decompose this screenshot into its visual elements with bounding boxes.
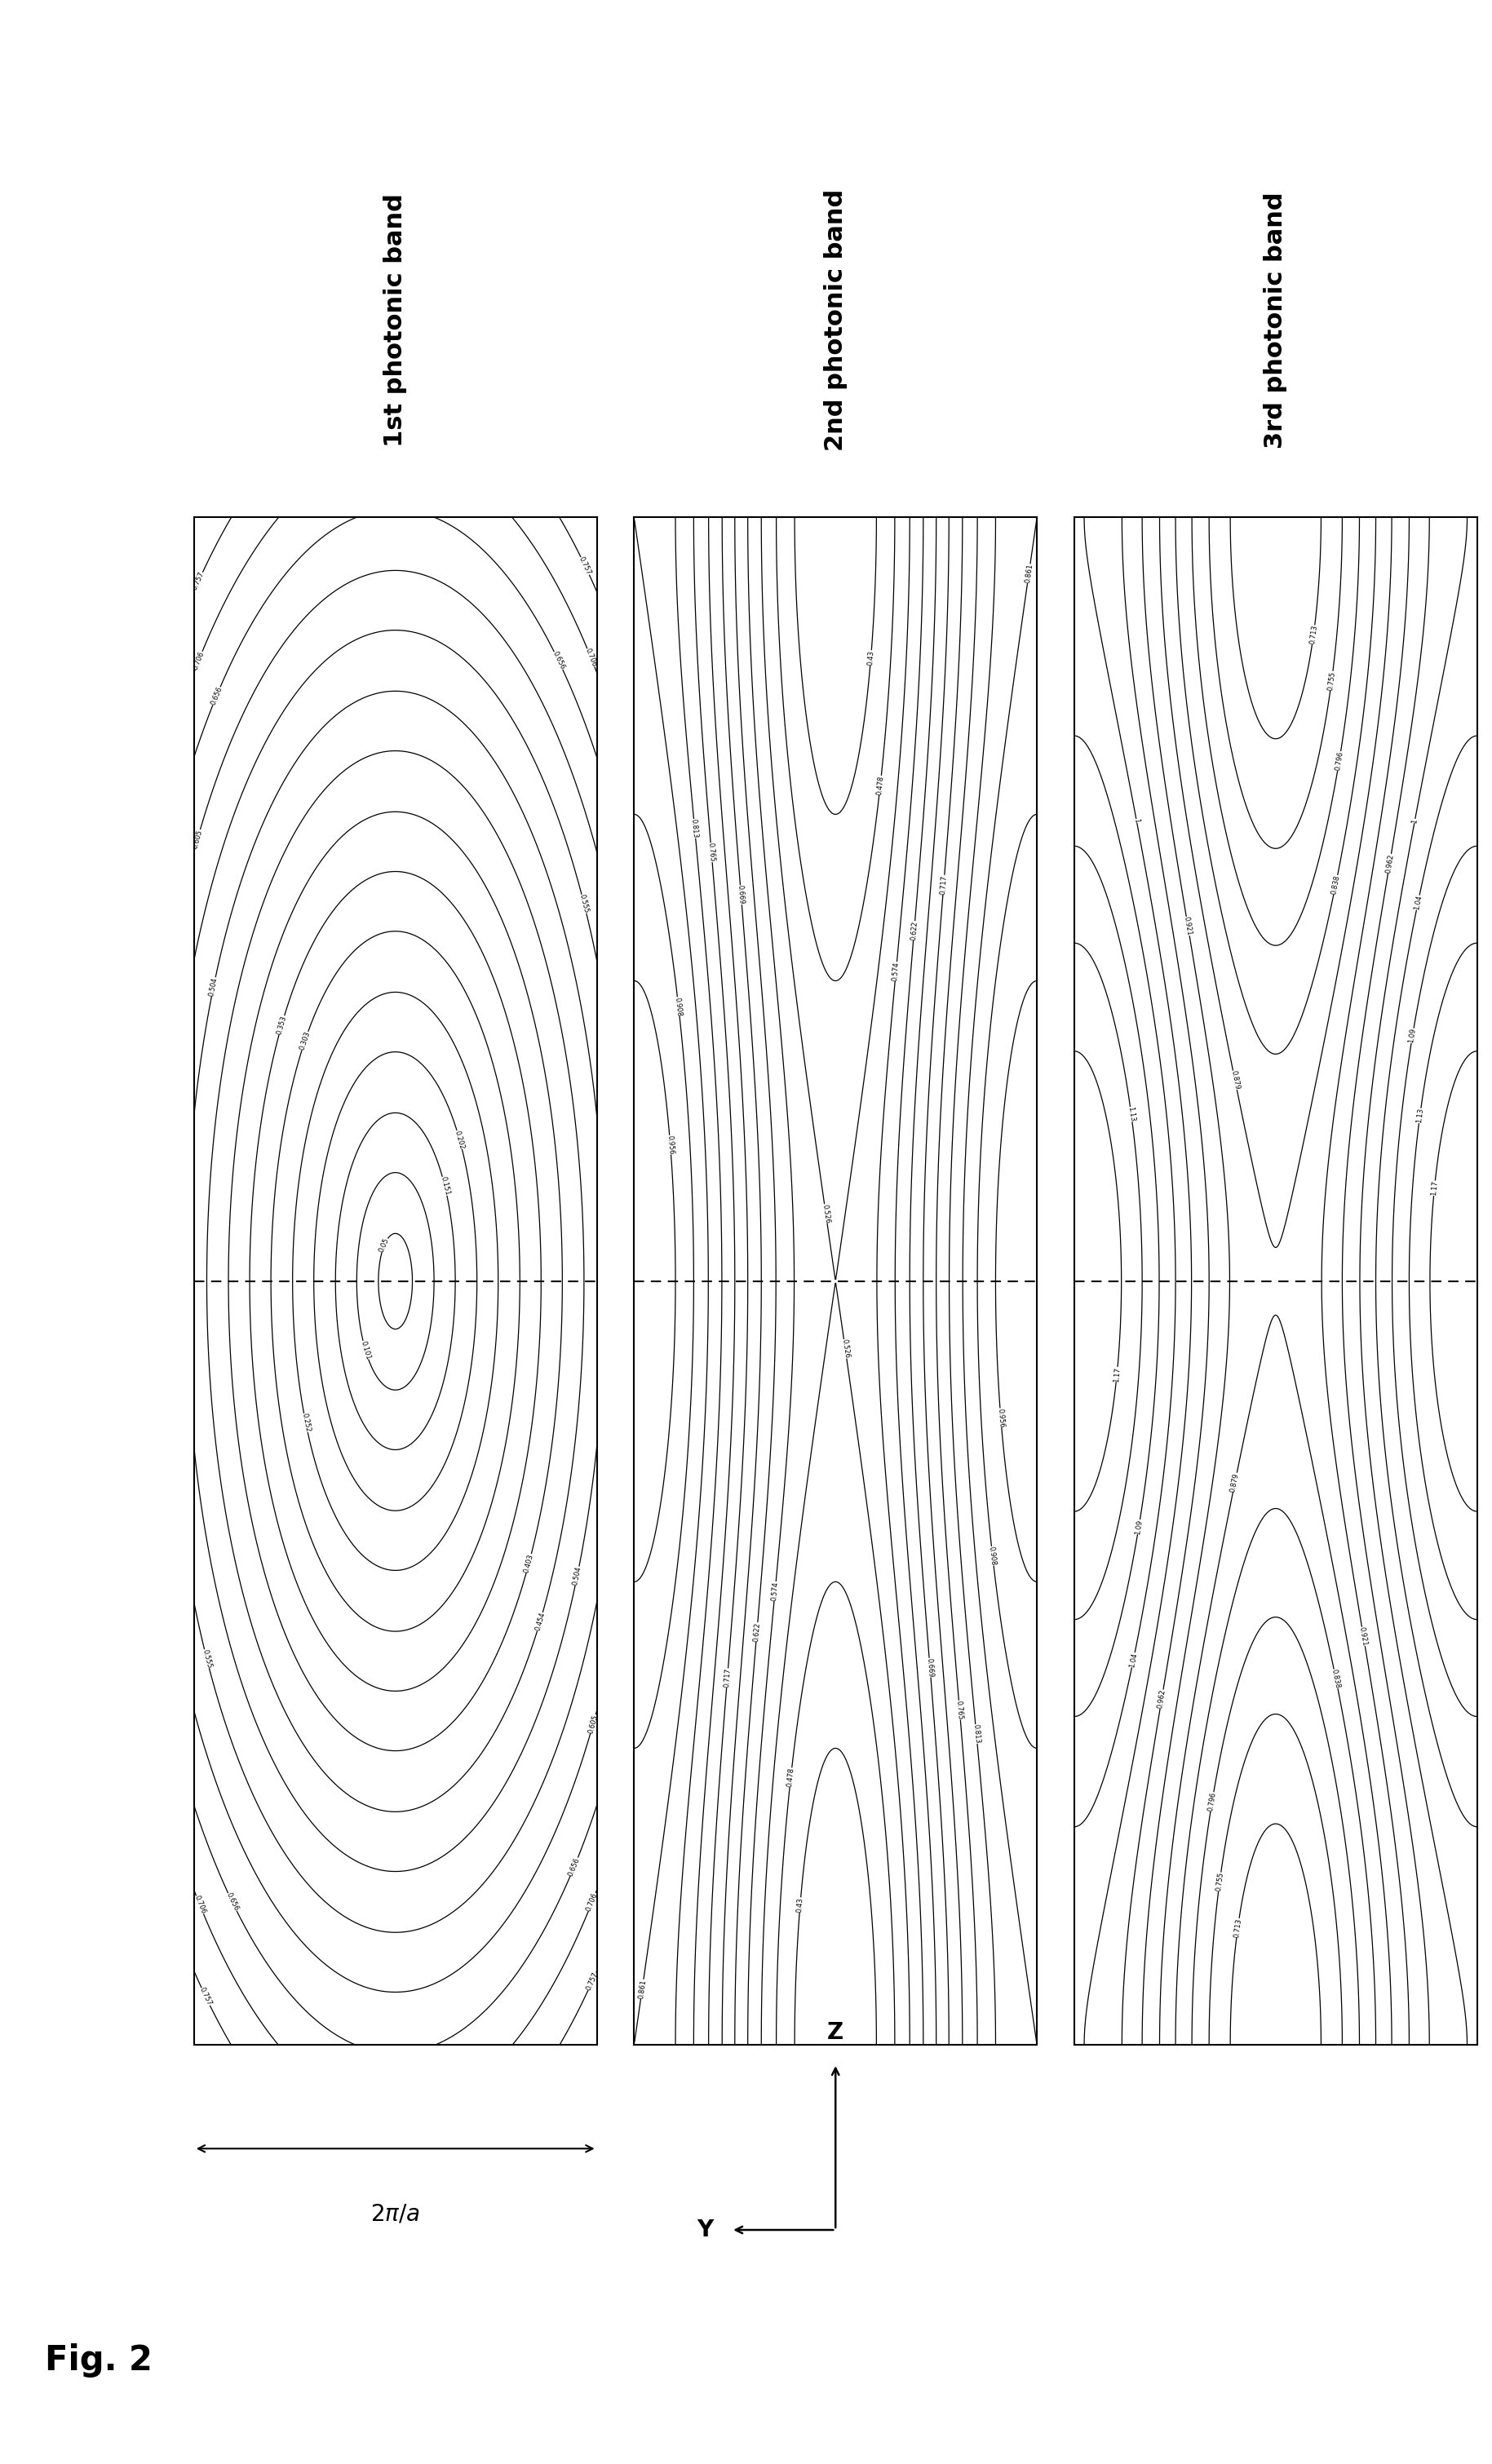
Text: 0.861: 0.861	[637, 1979, 648, 1998]
Text: 0.838: 0.838	[1331, 1668, 1341, 1690]
Text: 0.574: 0.574	[891, 961, 901, 981]
Text: 0.879: 0.879	[1229, 1471, 1240, 1493]
Text: 0.05: 0.05	[377, 1237, 391, 1254]
Text: 0.706: 0.706	[192, 1895, 207, 1915]
Text: 0.478: 0.478	[786, 1767, 795, 1786]
Text: Z: Z	[827, 2020, 844, 2045]
Text: 0.861: 0.861	[1024, 564, 1034, 584]
Text: 0.713: 0.713	[1232, 1917, 1243, 1939]
Text: 0.757: 0.757	[585, 1971, 600, 1991]
Text: 0.956: 0.956	[665, 1136, 674, 1156]
Text: 0.504: 0.504	[207, 976, 219, 998]
Text: 0.669: 0.669	[737, 885, 746, 904]
Text: 1.09: 1.09	[1407, 1027, 1417, 1045]
Text: 1.04: 1.04	[1128, 1651, 1138, 1668]
Text: 0.403: 0.403	[522, 1552, 536, 1574]
Text: 0.717: 0.717	[940, 875, 947, 894]
Text: 0.656: 0.656	[225, 1892, 240, 1912]
Text: 0.526: 0.526	[840, 1338, 850, 1360]
Text: 0.757: 0.757	[191, 572, 206, 591]
Text: 1: 1	[1411, 818, 1419, 823]
Text: 0.526: 0.526	[821, 1202, 831, 1225]
Text: 0.908: 0.908	[674, 995, 683, 1018]
Text: 0.765: 0.765	[707, 843, 716, 862]
Text: 0.879: 0.879	[1229, 1069, 1240, 1092]
Text: 3rd photonic band: 3rd photonic band	[1264, 192, 1288, 448]
Text: 0.755: 0.755	[1214, 1873, 1225, 1892]
Text: 0.303: 0.303	[298, 1030, 312, 1052]
Text: 0.706: 0.706	[191, 650, 206, 670]
Text: 0.656: 0.656	[551, 650, 565, 670]
Text: 1: 1	[1132, 818, 1140, 823]
Text: 0.574: 0.574	[770, 1582, 780, 1602]
Text: 0.706: 0.706	[585, 1892, 600, 1912]
Text: 1.09: 1.09	[1134, 1518, 1144, 1535]
Text: 0.755: 0.755	[1326, 670, 1337, 690]
Text: 0.151: 0.151	[439, 1175, 451, 1198]
Text: 0.504: 0.504	[571, 1565, 583, 1587]
Text: 0.921: 0.921	[1358, 1626, 1368, 1646]
Text: 1.13: 1.13	[1416, 1109, 1425, 1124]
Text: 0.765: 0.765	[955, 1700, 964, 1720]
Text: 0.838: 0.838	[1329, 875, 1341, 894]
Text: 0.962: 0.962	[1385, 853, 1395, 875]
Text: 0.454: 0.454	[534, 1611, 546, 1631]
Text: 0.478: 0.478	[876, 776, 885, 796]
Text: 0.921: 0.921	[1183, 917, 1194, 936]
Text: 0.669: 0.669	[925, 1658, 934, 1678]
Text: 0.656: 0.656	[567, 1855, 582, 1878]
Text: Y: Y	[697, 2218, 713, 2242]
Text: 0.813: 0.813	[971, 1725, 980, 1745]
Text: $2\pi/a$: $2\pi/a$	[370, 2203, 421, 2225]
Text: 0.101: 0.101	[360, 1340, 372, 1360]
Text: 0.757: 0.757	[577, 554, 592, 577]
Text: 1.17: 1.17	[1113, 1368, 1122, 1382]
Text: 0.43: 0.43	[795, 1897, 804, 1912]
Text: 0.605: 0.605	[191, 828, 204, 850]
Text: 0.796: 0.796	[1334, 752, 1344, 771]
Text: 0.353: 0.353	[276, 1015, 288, 1035]
Text: Fig. 2: Fig. 2	[45, 2343, 152, 2378]
Text: 0.908: 0.908	[988, 1545, 997, 1567]
Text: 1.04: 1.04	[1413, 894, 1423, 912]
Text: 1.13: 1.13	[1126, 1106, 1135, 1121]
Text: 2nd photonic band: 2nd photonic band	[824, 190, 847, 451]
Text: 0.717: 0.717	[724, 1668, 731, 1688]
Text: 1.17: 1.17	[1429, 1180, 1438, 1195]
Text: 0.813: 0.813	[691, 818, 700, 838]
Text: 0.622: 0.622	[752, 1621, 761, 1641]
Text: 0.796: 0.796	[1207, 1791, 1217, 1811]
Text: 0.706: 0.706	[583, 648, 598, 668]
Text: 0.757: 0.757	[198, 1986, 213, 2008]
Text: 0.605: 0.605	[586, 1712, 600, 1735]
Text: 1st photonic band: 1st photonic band	[383, 195, 407, 446]
Text: 0.956: 0.956	[997, 1407, 1006, 1427]
Text: 0.252: 0.252	[300, 1412, 312, 1434]
Text: 0.555: 0.555	[201, 1648, 213, 1668]
Text: 0.622: 0.622	[910, 922, 919, 941]
Text: 0.962: 0.962	[1156, 1688, 1167, 1710]
Text: 0.656: 0.656	[209, 685, 224, 707]
Text: 0.43: 0.43	[867, 650, 876, 665]
Text: 0.555: 0.555	[577, 894, 589, 914]
Text: 0.713: 0.713	[1308, 623, 1319, 646]
Text: 0.202: 0.202	[454, 1129, 466, 1151]
